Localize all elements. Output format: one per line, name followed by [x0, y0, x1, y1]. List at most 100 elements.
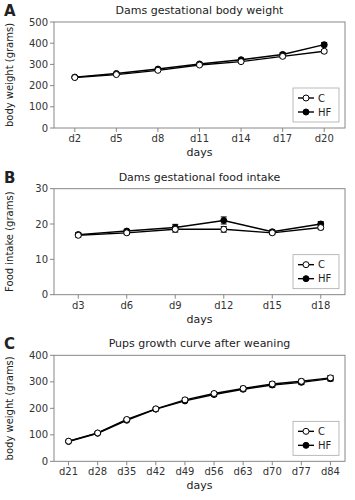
- series: [72, 42, 327, 80]
- point: [240, 386, 246, 392]
- point: [211, 390, 217, 396]
- x-tick-label: d15: [263, 300, 282, 311]
- series: [75, 225, 324, 239]
- x-tick: [126, 295, 127, 299]
- legend-marker: [303, 442, 309, 448]
- series: [72, 48, 327, 80]
- x-tick-label: d77: [292, 466, 311, 477]
- series-line: [75, 51, 324, 77]
- y-tick-label: 100: [29, 101, 48, 112]
- point: [95, 430, 101, 436]
- panel: BDams gestational food intake0102030d3d6…: [4, 169, 345, 326]
- x-tick: [320, 295, 321, 299]
- point: [95, 430, 101, 436]
- point: [238, 59, 244, 65]
- x-axis-label: days: [187, 479, 213, 492]
- y-tick: [50, 128, 54, 129]
- x-tick-label: d18: [311, 300, 330, 311]
- point: [197, 62, 203, 68]
- y-tick: [50, 224, 54, 225]
- error-bar: [327, 375, 333, 380]
- point: [321, 48, 327, 54]
- x-tick-label: d12: [214, 300, 233, 311]
- x-tick: [272, 295, 273, 299]
- x-tick-label: d63: [234, 466, 253, 477]
- legend-box: [293, 421, 339, 455]
- x-tick: [68, 461, 69, 465]
- point: [221, 217, 227, 223]
- x-tick-label: d9: [169, 300, 182, 311]
- y-axis-label: body weight (grams): [4, 23, 15, 127]
- point: [124, 417, 130, 423]
- error-bar: [221, 217, 227, 224]
- title: Dams gestational food intake: [119, 171, 281, 184]
- x-tick-label: d20: [315, 133, 334, 144]
- point: [66, 438, 72, 444]
- x-tick: [116, 128, 117, 132]
- series-line: [75, 45, 324, 77]
- error-bar: [221, 226, 227, 232]
- legend-box: [293, 88, 339, 122]
- y-tick-label: 400: [29, 350, 48, 361]
- y-tick-label: 300: [29, 376, 48, 387]
- legend-marker: [303, 276, 309, 282]
- x-tick-label: d8: [152, 133, 165, 144]
- error-bar: [298, 379, 304, 383]
- point: [269, 230, 275, 236]
- y-tick-label: 30: [35, 183, 48, 194]
- y-tick: [50, 355, 54, 356]
- series-line: [78, 220, 321, 234]
- y-tick: [50, 188, 54, 189]
- y-axis-label: body weight (grams): [4, 356, 15, 460]
- x-tick: [214, 461, 215, 465]
- x-tick: [97, 461, 98, 465]
- x-tick: [184, 461, 185, 465]
- y-tick: [50, 294, 54, 295]
- legend-label: C: [318, 93, 325, 104]
- x-tick: [155, 461, 156, 465]
- point: [221, 226, 227, 232]
- x-axis-label: days: [187, 313, 213, 326]
- point: [280, 53, 286, 59]
- x-tick: [241, 128, 242, 132]
- x-tick: [126, 461, 127, 465]
- panel-label: B: [4, 169, 15, 187]
- figure: ADams gestational body weight01002003004…: [0, 0, 355, 500]
- y-tick-label: 0: [42, 289, 48, 300]
- point: [318, 225, 324, 231]
- x-tick: [157, 128, 158, 132]
- plot-frame: [54, 22, 345, 128]
- panel-label: A: [4, 2, 16, 20]
- y-tick: [50, 64, 54, 65]
- legend-marker: [303, 262, 309, 268]
- point: [66, 438, 72, 444]
- title: Pups growth curve after weaning: [109, 337, 291, 350]
- x-tick-label: d70: [263, 466, 282, 477]
- y-tick-label: 20: [35, 219, 48, 230]
- y-tick-label: 100: [29, 429, 48, 440]
- y-tick: [50, 259, 54, 260]
- legend-label: C: [318, 426, 325, 437]
- point: [75, 232, 81, 238]
- x-tick-label: d2: [68, 133, 81, 144]
- legend-marker: [303, 428, 309, 434]
- point: [321, 42, 327, 48]
- legend-label: C: [318, 259, 325, 270]
- y-tick: [50, 22, 54, 23]
- x-tick: [78, 295, 79, 299]
- legend-label: HF: [318, 107, 332, 118]
- y-axis-label: Food intake (grams): [4, 191, 15, 292]
- x-tick-label: d3: [72, 300, 85, 311]
- error-bar: [172, 226, 178, 232]
- series-line: [78, 228, 321, 236]
- legend: C HF: [293, 88, 339, 122]
- legend: C HF: [293, 421, 339, 455]
- legend-label: HF: [318, 440, 332, 451]
- error-bar: [321, 43, 327, 47]
- point: [72, 75, 78, 81]
- x-tick-label: d6: [120, 300, 133, 311]
- x-axis-label: days: [187, 146, 213, 159]
- x-tick: [324, 128, 325, 132]
- point: [113, 72, 119, 78]
- y-tick: [50, 85, 54, 86]
